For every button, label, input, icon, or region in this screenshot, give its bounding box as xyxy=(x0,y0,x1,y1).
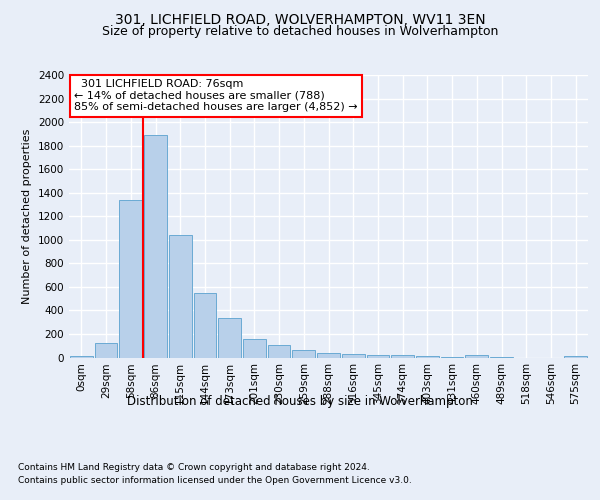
Bar xyxy=(466,355,488,358)
Bar xyxy=(292,350,315,358)
Y-axis label: Number of detached properties: Number of detached properties xyxy=(22,128,32,304)
Bar xyxy=(218,318,241,358)
Bar xyxy=(169,235,191,358)
Bar xyxy=(416,356,439,358)
Bar xyxy=(119,200,142,358)
Bar xyxy=(144,135,167,358)
Bar xyxy=(243,338,266,357)
Bar xyxy=(268,344,290,358)
Bar xyxy=(70,356,93,358)
Text: Size of property relative to detached houses in Wolverhampton: Size of property relative to detached ho… xyxy=(102,25,498,38)
Bar xyxy=(342,354,365,358)
Bar xyxy=(95,343,118,357)
Text: 301, LICHFIELD ROAD, WOLVERHAMPTON, WV11 3EN: 301, LICHFIELD ROAD, WOLVERHAMPTON, WV11… xyxy=(115,12,485,26)
Text: Contains HM Land Registry data © Crown copyright and database right 2024.: Contains HM Land Registry data © Crown c… xyxy=(18,462,370,471)
Bar xyxy=(391,355,414,358)
Text: Distribution of detached houses by size in Wolverhampton: Distribution of detached houses by size … xyxy=(127,395,473,408)
Text: Contains public sector information licensed under the Open Government Licence v3: Contains public sector information licen… xyxy=(18,476,412,485)
Bar xyxy=(490,357,513,358)
Bar xyxy=(367,354,389,358)
Bar xyxy=(564,356,587,358)
Text: 301 LICHFIELD ROAD: 76sqm
← 14% of detached houses are smaller (788)
85% of semi: 301 LICHFIELD ROAD: 76sqm ← 14% of detac… xyxy=(74,79,358,112)
Bar xyxy=(317,353,340,358)
Bar xyxy=(194,294,216,358)
Bar xyxy=(441,357,463,358)
